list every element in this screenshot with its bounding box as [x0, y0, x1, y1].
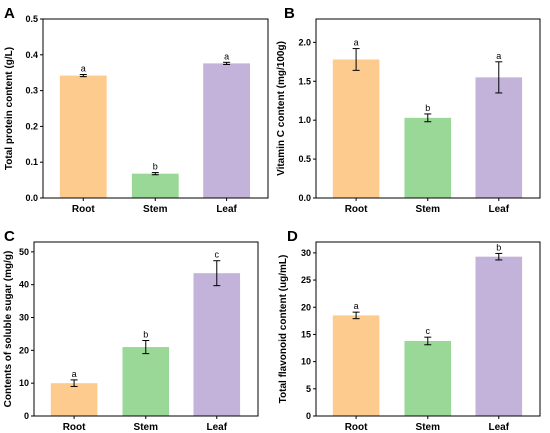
category-label: Stem [416, 422, 441, 433]
panel-d: Da Root c Stem b Leaf 0 5 10 15 20 25 30 Total flavon… [278, 228, 541, 433]
panel-a: Aa Root b Stem a Leaf 0.0 0.1 0.2 0.3 0.4 0.5 Total … [4, 5, 269, 215]
panel-label: D [287, 228, 298, 245]
y-tick-label: 20 [19, 345, 29, 355]
bar-leaf [193, 273, 241, 416]
category-label: Leaf [489, 422, 510, 433]
y-tick-label: 0 [24, 411, 29, 421]
y-tick-label: 0.0 [298, 193, 311, 203]
y-tick-label: 0.3 [25, 86, 38, 96]
y-tick-label: 10 [301, 357, 311, 367]
panel-c: Ca Root b Stem c Leaf 0 10 20 30 40 50 Contents of s… [3, 228, 259, 433]
y-tick-label: 20 [301, 302, 311, 312]
y-axis-title: Total protein content (g/L) [4, 47, 15, 170]
bar-stem [404, 117, 452, 198]
y-tick-label: 0.5 [298, 154, 311, 164]
significance-label: b [143, 329, 148, 339]
y-tick-label: 40 [19, 280, 29, 290]
category-label: Root [63, 422, 86, 433]
category-label: Root [72, 204, 95, 215]
y-tick-label: 0.5 [25, 14, 38, 24]
y-tick-label: 0.0 [25, 193, 38, 203]
category-label: Stem [416, 204, 441, 215]
y-tick-label: 30 [19, 313, 29, 323]
significance-label: a [496, 51, 501, 61]
significance-label: b [425, 103, 430, 113]
y-tick-label: 0.1 [25, 157, 38, 167]
category-label: Stem [143, 204, 168, 215]
y-tick-label: 5 [306, 384, 311, 394]
category-label: Root [345, 204, 368, 215]
significance-label: c [215, 250, 220, 260]
significance-label: a [354, 301, 359, 311]
y-axis-title: Vitamin C content (mg/100g) [276, 41, 287, 176]
y-tick-label: 0 [306, 411, 311, 421]
category-label: Stem [134, 422, 159, 433]
bar-root [59, 75, 107, 198]
y-axis-title: Total flavonoid content (ug/mL) [278, 255, 289, 404]
panel-label: A [4, 5, 15, 22]
category-label: Root [345, 422, 368, 433]
y-tick-label: 1.0 [298, 115, 311, 125]
y-tick-label: 15 [301, 329, 311, 339]
panel-label: B [284, 5, 295, 22]
significance-label: b [496, 242, 501, 252]
bar-root [50, 383, 98, 416]
bar-leaf [475, 77, 523, 198]
bar-stem [404, 340, 452, 416]
bar-leaf [475, 256, 523, 416]
bar-root [332, 59, 380, 198]
panel-b: Ba Root b Stem a Leaf 0.0 0.5 1.0 1.5 2.0 Vitamin C… [276, 5, 541, 215]
bar-leaf [203, 63, 250, 198]
y-tick-label: 0.2 [25, 121, 38, 131]
y-tick-label: 2.0 [298, 37, 311, 47]
category-label: Leaf [207, 422, 228, 433]
significance-label: a [72, 369, 77, 379]
category-label: Leaf [489, 204, 510, 215]
y-tick-label: 10 [19, 378, 29, 388]
y-tick-label: 0.4 [25, 50, 38, 60]
significance-label: a [224, 51, 229, 61]
y-tick-label: 25 [301, 275, 311, 285]
y-tick-label: 1.5 [298, 76, 311, 86]
significance-label: b [153, 162, 158, 172]
category-label: Leaf [216, 204, 237, 215]
significance-label: a [354, 38, 359, 48]
significance-label: c [426, 326, 431, 336]
bar-stem [131, 173, 179, 198]
y-tick-label: 30 [301, 248, 311, 258]
y-tick-label: 50 [19, 247, 29, 257]
y-axis-title: Contents of soluble sugar (mg/g) [3, 251, 14, 408]
significance-label: a [81, 63, 86, 73]
panel-label: C [4, 228, 15, 245]
bar-stem [122, 347, 170, 416]
bar-root [332, 315, 380, 416]
